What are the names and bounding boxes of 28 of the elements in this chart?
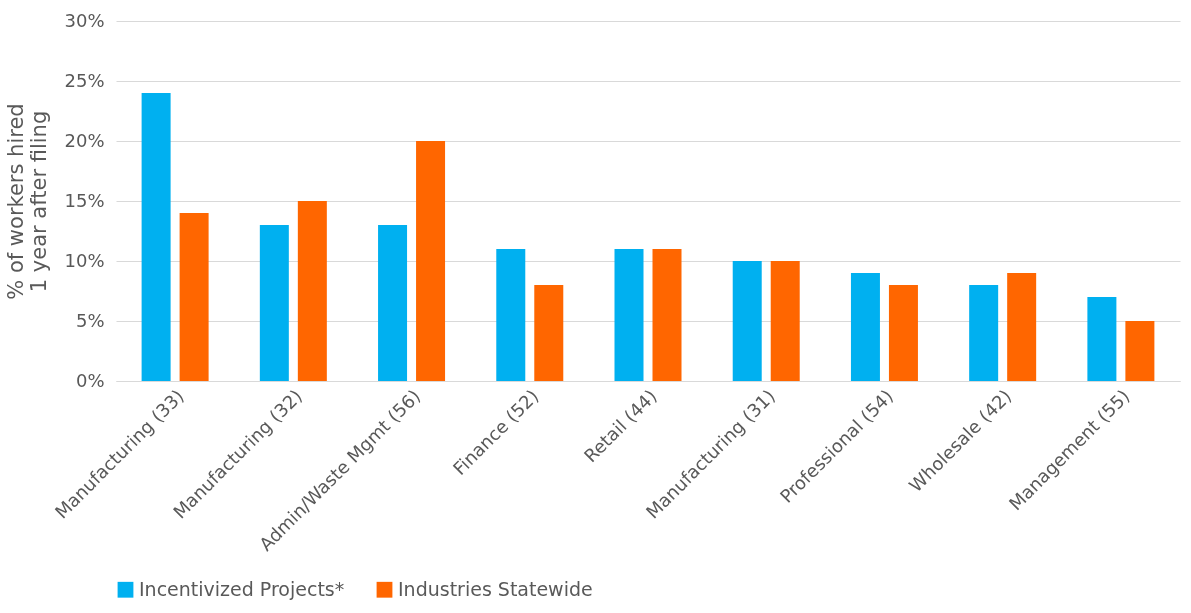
bar	[534, 285, 564, 381]
bar	[416, 141, 446, 381]
bar	[652, 249, 682, 381]
bar	[614, 249, 644, 381]
legend-label: Industries Statewide	[398, 577, 593, 600]
bar	[141, 93, 171, 381]
bar	[179, 213, 209, 381]
legend-label: Incentivized Projects*	[139, 577, 345, 600]
bar	[732, 261, 762, 381]
y-tick-label: 25%	[64, 69, 105, 91]
bar	[969, 285, 999, 381]
bar	[850, 273, 880, 381]
bar	[378, 225, 408, 381]
bar	[297, 201, 327, 381]
y-tick-label: 30%	[64, 9, 105, 31]
y-tick-label: 0%	[75, 369, 105, 391]
y-tick-label: 10%	[64, 249, 105, 271]
bar	[1125, 321, 1155, 381]
bar	[496, 249, 526, 381]
bar	[770, 261, 800, 381]
bar	[888, 285, 918, 381]
y-tick-label: 5%	[75, 309, 105, 331]
bar	[259, 225, 289, 381]
bar	[1007, 273, 1037, 381]
bar	[1087, 297, 1117, 381]
y-tick-label: 15%	[64, 189, 105, 211]
y-axis-title: % of workers hired 1 year after filing	[4, 103, 52, 300]
y-tick-label: 20%	[64, 129, 105, 151]
